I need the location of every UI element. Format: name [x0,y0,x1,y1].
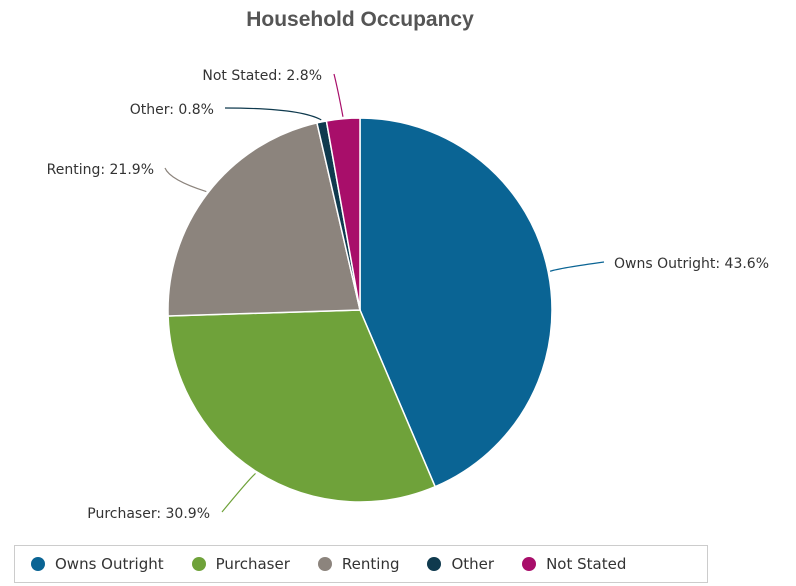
legend-item-purchaser[interactable]: Purchaser [191,555,290,573]
pie-chart: Owns Outright: 43.6% Purchaser: 30.9% Rent… [47,68,769,522]
legend-label: Renting [341,555,400,573]
data-label: Other: 0.8% [130,102,214,118]
legend-label: Owns Outright [55,555,164,573]
legend-label: Not Stated [546,555,627,573]
pie-slices [167,117,553,503]
data-label: Not Stated: 2.8% [202,68,322,84]
legend-label: Purchaser [215,555,290,573]
legend-item-owns-outright[interactable]: Owns Outright [31,555,164,573]
pie-slice-purchaser[interactable] [167,309,437,503]
pie-slice-renting[interactable] [167,121,361,317]
data-label: Owns Outright: 43.6% [614,256,769,272]
legend-marker [31,557,45,571]
leader-line [224,107,322,121]
leader-line [333,73,344,117]
leader-line [549,261,605,272]
chart-title: Household Occupancy [246,8,474,31]
pie-slice-owns-outright[interactable] [359,117,553,488]
data-labels: Owns Outright: 43.6% Purchaser: 30.9% Rent… [47,68,769,522]
data-label: Purchaser: 30.9% [87,506,210,522]
leader-line [164,167,207,193]
legend-marker [522,557,537,571]
legend-label: Other [451,555,495,573]
legend-marker [427,557,442,571]
legend-marker [191,557,206,571]
leader-line [221,473,256,513]
leader-lines [164,73,605,513]
pie-slice-not-stated[interactable] [325,117,361,311]
legend-item-not-stated[interactable]: Not Stated [522,555,626,573]
chart-legend: Owns Outright Purchaser Renting Other No… [14,545,708,583]
data-label: Renting: 21.9% [47,162,154,178]
legend-item-other[interactable]: Other [427,555,494,573]
legend-item-renting[interactable]: Renting [317,555,400,573]
legend-marker [317,557,332,571]
